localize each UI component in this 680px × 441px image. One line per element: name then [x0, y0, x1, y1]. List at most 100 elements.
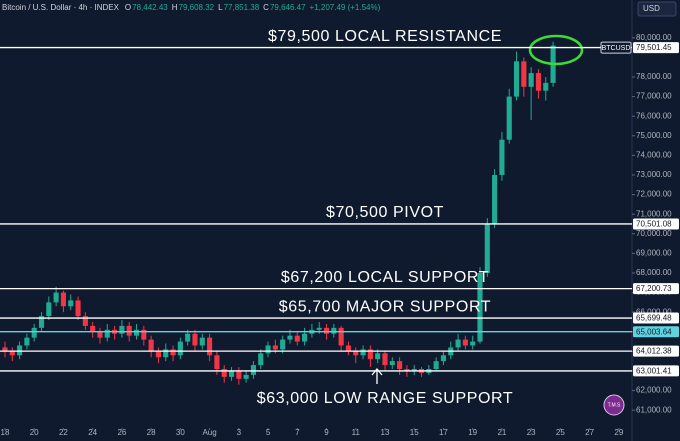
price-badge-label: 65,699.48: [636, 314, 672, 323]
candle-body: [499, 139, 505, 175]
level-annotation: $63,000 LOW RANGE SUPPORT: [257, 390, 514, 407]
price-badge: [633, 218, 679, 230]
candle-body: [133, 329, 140, 336]
x-tick-label: 30: [176, 428, 185, 437]
header: Bitcoin / U.S. Dollar · 4h · INDEX O 78,4…: [2, 3, 381, 12]
candle-body: [389, 361, 395, 366]
candle-body: [513, 61, 520, 97]
y-tick-label: 71,000.00: [636, 209, 672, 218]
y-tick-label: 78,000.00: [636, 72, 672, 81]
candle-body: [506, 96, 512, 140]
candle-body: [345, 345, 352, 352]
candle-body: [272, 345, 278, 350]
x-tick-label: 7: [295, 428, 300, 437]
y-tick-label: 73,000.00: [636, 170, 672, 179]
ohlc-value: 77,851.38: [224, 3, 260, 12]
candle-body: [170, 349, 176, 356]
y-tick-label: 61,000.00: [636, 405, 672, 414]
candle-body: [207, 337, 213, 356]
logo-text: T.M.S: [608, 402, 621, 408]
price-badge: [633, 283, 679, 295]
candle-body: [199, 337, 205, 346]
candle-body: [492, 174, 498, 224]
x-tick-label: 23: [527, 428, 536, 437]
plot: [2, 41, 556, 385]
x-tick-label: 28: [147, 428, 156, 437]
candle-body: [528, 73, 534, 87]
candle-body: [214, 355, 220, 370]
candle-body: [316, 327, 322, 330]
candle-body: [236, 370, 242, 379]
price-badge-label: 67,200.73: [636, 284, 672, 293]
x-tick-label: 24: [88, 428, 97, 437]
currency-button[interactable]: [637, 1, 677, 17]
ohlc-value: 79,608.32: [179, 3, 215, 12]
candle-body: [53, 292, 59, 303]
candle-body: [367, 349, 373, 360]
candle-body: [163, 349, 169, 358]
candle-body: [177, 341, 183, 356]
price-badge-label: 70,501.08: [636, 220, 672, 229]
x-tick-label: 18: [1, 428, 10, 437]
level-annotation: $70,500 PIVOT: [326, 204, 444, 221]
x-tick-label: 19: [468, 428, 477, 437]
candle-body: [375, 353, 381, 360]
candle-body: [250, 365, 257, 375]
candle-body: [302, 333, 308, 342]
y-tick-label: 80,000.00: [636, 33, 672, 42]
candle-body: [382, 353, 388, 366]
candle-body: [141, 329, 147, 340]
candle-body: [440, 355, 447, 362]
arrow: [371, 367, 383, 384]
y-tick-label: 75,000.00: [636, 131, 672, 140]
price-badge: [633, 42, 679, 54]
price-badge: [633, 312, 679, 324]
symbol-tag-box: [600, 41, 632, 54]
highlight-circle: [528, 34, 584, 66]
x-tick-label: Aug: [202, 428, 216, 437]
candle-body: [484, 223, 490, 273]
currency[interactable]: USD: [643, 4, 660, 13]
candle-body: [2, 347, 8, 352]
ohlc-key: O: [125, 3, 131, 12]
level-annotation: $65,700 MAJOR SUPPORT: [279, 298, 491, 315]
price-badge-label: 65,003.64: [636, 327, 672, 336]
ohlc-key: H: [172, 3, 178, 12]
candle-body: [38, 316, 45, 328]
y-tick-label: 62,000.00: [636, 386, 672, 395]
x-tick-label: 29: [614, 428, 623, 437]
change: +1,207.49 (+1.54%): [310, 3, 381, 12]
y-tick-label: 77,000.00: [636, 92, 672, 101]
candle-body: [31, 327, 37, 338]
y-tick-label: 68,000.00: [636, 268, 672, 277]
candle-body: [477, 272, 483, 342]
candle-body: [243, 374, 249, 379]
candle-body: [521, 61, 527, 87]
candle-body: [75, 300, 81, 317]
candle-body: [280, 339, 286, 350]
candle-body: [455, 339, 461, 348]
candle-body: [258, 353, 264, 366]
candle-body: [360, 349, 366, 356]
candle-body: [331, 327, 337, 334]
x-tick-label: 3: [237, 428, 242, 437]
level-annotation: $67,200 LOCAL SUPPORT: [281, 269, 489, 286]
candle-body: [46, 302, 52, 317]
x-tick-label: 22: [59, 428, 68, 437]
ohlc-key: C: [263, 3, 269, 12]
candle-body: [24, 337, 30, 346]
candle-body: [265, 345, 271, 354]
ohlc-key: L: [218, 3, 223, 12]
x-tick-label: 15: [410, 428, 419, 437]
candle-body: [543, 82, 549, 91]
candle-body: [192, 333, 198, 346]
ohlc-value: 78,442.43: [132, 3, 168, 12]
candle-body: [404, 369, 410, 371]
candle-body: [221, 369, 227, 377]
price-badge: [633, 326, 679, 338]
candle-body: [82, 316, 88, 326]
candle-body: [287, 335, 293, 340]
y-tick-label: 66,000.00: [636, 307, 672, 316]
candle-body: [60, 292, 66, 307]
candle-body: [104, 329, 110, 338]
